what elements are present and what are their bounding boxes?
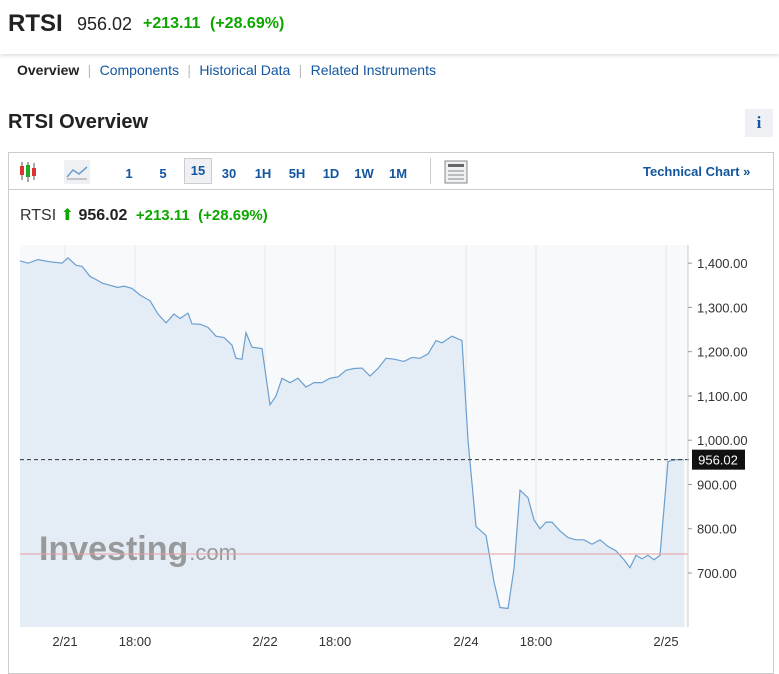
tab[interactable]: Historical Data xyxy=(199,62,291,78)
last-price-label: 956.02 xyxy=(698,453,738,468)
interval-button[interactable]: 15 xyxy=(184,158,212,184)
y-tick-label: 1,400.00 xyxy=(697,256,748,271)
change: +213.11 xyxy=(143,15,201,32)
y-tick-label: 800.00 xyxy=(697,522,737,537)
symbol: RTSI xyxy=(8,10,63,37)
chart: 2/21 18:00 2/22 18:00 2/24 18:00 2/25 Investing… xyxy=(19,245,748,649)
interval-button[interactable]: 5 xyxy=(159,166,167,181)
chart-type-icons xyxy=(20,160,90,184)
last-price-box xyxy=(692,449,745,470)
toolbar-border xyxy=(9,189,773,190)
legend-symbol: RTSI xyxy=(20,207,57,224)
y-tick-label: 900.00 xyxy=(697,477,737,492)
y-tick-label: 1,100.00 xyxy=(697,389,748,404)
x-tick-label: 2/24 xyxy=(453,634,478,649)
section-title: RTSI Overview xyxy=(8,111,149,133)
technical-chart-link[interactable]: Technical Chart » xyxy=(643,164,751,179)
x-tick-label: 18:00 xyxy=(319,634,352,649)
legend-price: 956.02 xyxy=(78,207,128,224)
x-tick-label: 18:00 xyxy=(119,634,152,649)
change-pct: (+28.69%) xyxy=(210,15,285,32)
x-tick-label: 2/22 xyxy=(252,634,277,649)
tab[interactable]: Components xyxy=(99,62,179,78)
divider xyxy=(430,158,431,184)
separator: | xyxy=(183,62,195,78)
x-tick-label: 2/21 xyxy=(52,634,77,649)
watermark: Investing xyxy=(39,530,188,568)
table-icon[interactable] xyxy=(444,160,468,184)
watermark-suffix: .com xyxy=(189,540,237,565)
interval-button[interactable]: 30 xyxy=(221,166,237,181)
interval-button[interactable]: 1 xyxy=(125,166,133,181)
info-button[interactable]: i xyxy=(745,109,773,137)
tab[interactable]: Overview xyxy=(17,62,80,78)
y-tick-label: 700.00 xyxy=(697,566,737,581)
area-fill xyxy=(20,257,684,627)
separator: | xyxy=(294,62,307,78)
tab[interactable]: Related Instruments xyxy=(310,62,436,78)
x-tick-label: 2/25 xyxy=(653,634,678,649)
x-tick-label: 18:00 xyxy=(520,634,553,649)
legend-change-pct: (+28.69%) xyxy=(198,207,268,224)
interval-button[interactable]: 1H xyxy=(254,166,272,181)
header: RTSI 956.02 +213.11 (+28.69%) xyxy=(0,0,779,54)
chart-legend: RTSI ⬆ 956.02 +213.11 (+28.69%) xyxy=(20,205,268,225)
interval-button[interactable]: 1W xyxy=(354,166,374,181)
y-tick-label: 1,200.00 xyxy=(697,345,748,360)
up-arrow: ⬆ xyxy=(60,207,75,224)
tabs: Overview | Components | Historical Data … xyxy=(17,62,436,80)
price-line xyxy=(19,257,685,610)
y-tick-label: 1,000.00 xyxy=(697,433,748,448)
y-tick-label: 1,300.00 xyxy=(697,300,748,315)
interval-button[interactable]: 5H xyxy=(288,166,306,181)
price: 956.02 xyxy=(77,14,133,34)
legend-change: +213.11 xyxy=(135,207,190,224)
interval-button[interactable]: 1D xyxy=(322,166,340,181)
separator: | xyxy=(83,62,96,78)
interval-button[interactable]: 1M xyxy=(388,166,408,181)
